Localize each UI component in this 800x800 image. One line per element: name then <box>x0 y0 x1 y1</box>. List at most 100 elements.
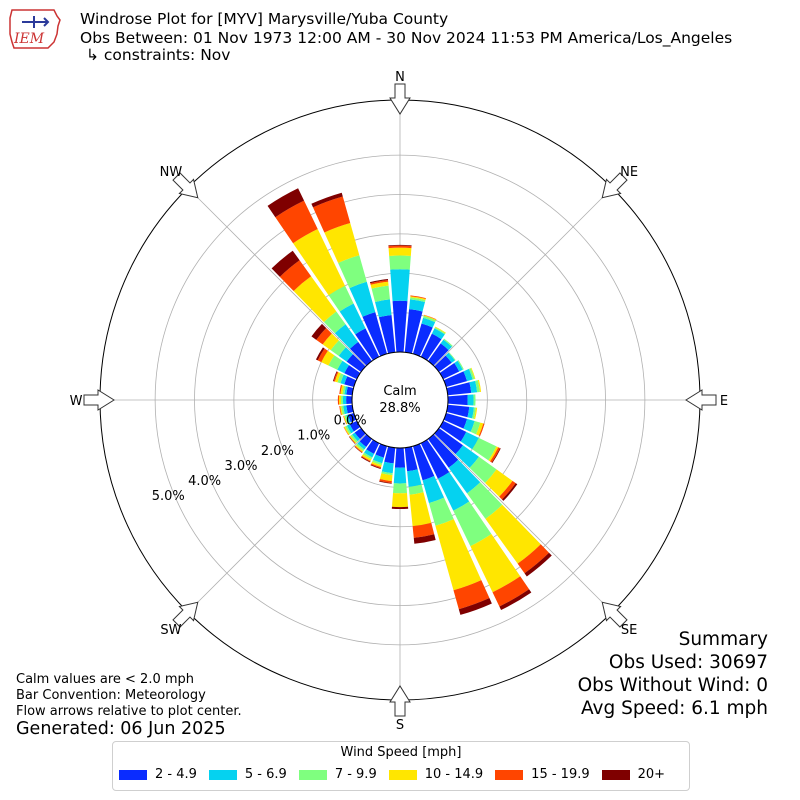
windrose-bar-segment <box>420 333 442 361</box>
windrose-bar-segment <box>434 327 446 335</box>
windrose-bar-segment <box>279 260 312 291</box>
windrose-bar-segment <box>275 200 318 244</box>
windrose-bar-segment <box>408 484 424 495</box>
direction-label: SE <box>621 623 637 638</box>
windrose-bar-segment <box>321 350 335 366</box>
legend-item: 2 - 4.9 <box>119 767 197 782</box>
summary-heading: Summary <box>678 629 768 650</box>
windrose-bar-segment <box>345 425 352 435</box>
legend-item: 15 - 19.9 <box>495 767 590 782</box>
windrose-bar-segment <box>330 340 346 356</box>
radial-tick-label: 3.0% <box>224 459 257 474</box>
windrose-bar-segment <box>370 281 389 289</box>
windrose-bar-segment <box>349 436 356 444</box>
legend-item: 10 - 14.9 <box>388 767 483 782</box>
windrose-bar-segment <box>379 478 392 484</box>
windrose-bar-segment <box>354 446 363 454</box>
windrose-bar-segment <box>371 285 390 302</box>
summary-obs-used: Obs Used: 30697 <box>608 652 768 673</box>
windrose-bar-segment <box>435 519 482 591</box>
windrose-bar-segment <box>344 415 350 424</box>
windrose-bar-segment <box>388 244 412 247</box>
windrose-bar-segment <box>337 395 340 405</box>
windrose-bar-segment <box>267 188 305 218</box>
windrose-bar-segment <box>340 395 344 405</box>
windrose-bar-segment <box>322 333 339 351</box>
windrose-bar-segment <box>346 386 354 396</box>
windrose-bar-segment <box>323 311 346 334</box>
windrose-bar-segment <box>311 192 343 208</box>
windrose-bar-segment <box>388 245 412 249</box>
windrose-bar-segment <box>354 445 363 453</box>
windrose-bar-segment <box>412 522 435 538</box>
windrose-bar-segment <box>428 434 459 468</box>
aircraft-icon <box>22 16 50 28</box>
windrose-bar-segment <box>469 456 497 484</box>
windrose-bar-segment <box>391 493 409 508</box>
windrose-bar-segment <box>446 404 470 418</box>
windrose-bar-segment <box>428 497 454 526</box>
iem-logo: IEM <box>9 9 61 49</box>
grid-spoke <box>433 433 613 613</box>
windrose-bar-segment <box>407 469 422 487</box>
legend-swatch <box>388 769 417 780</box>
chart-title: Windrose Plot for [MYV] Marysville/Yuba … <box>80 10 449 28</box>
windrose-bar-segment <box>422 476 445 504</box>
windrose-bar-segment <box>293 229 346 296</box>
generated-date: Generated: 06 Jun 2025 <box>16 719 226 739</box>
windrose-bar-segment <box>447 394 468 406</box>
windrose-bar-segment <box>343 415 347 425</box>
windrose-bar-segment <box>431 328 445 340</box>
legend-label: 2 - 4.9 <box>155 767 197 782</box>
windrose-bar-segment <box>311 323 327 340</box>
windrose-bar-segment <box>443 338 453 347</box>
windrose-bar-segment <box>410 297 426 302</box>
direction-label: SW <box>160 623 181 638</box>
legend-label: 5 - 6.9 <box>244 767 287 782</box>
windrose-bar-segment <box>338 347 353 362</box>
windrose-bar-segment <box>404 446 418 472</box>
windrose-bar-segment <box>434 326 446 334</box>
windrose-bar-segment <box>499 480 516 500</box>
windrose-bar-segment <box>342 385 346 395</box>
windrose-bar-segment <box>342 395 347 405</box>
obs-range: Obs Between: 01 Nov 1973 12:00 AM - 30 N… <box>80 29 733 47</box>
windrose-bar-segment <box>448 459 481 494</box>
windrose-bar-segment <box>473 394 476 406</box>
windrose-bar-segment <box>439 362 460 380</box>
grid-spoke <box>433 187 613 367</box>
windrose-bar-segment <box>340 374 348 385</box>
direction-arrow-icon <box>601 601 628 628</box>
windrose-bar-segment <box>348 436 356 444</box>
legend: Wind Speed [mph] 2 - 4.9 5 - 6.9 7 - 9.9 10… <box>112 741 690 791</box>
windrose-bar-segment <box>434 428 463 455</box>
windrose-bar-segment <box>372 454 384 464</box>
windrose-bar-segment <box>350 434 358 443</box>
windrose-bar-segment <box>339 303 366 335</box>
windrose-bar-segment <box>517 544 550 574</box>
direction-arrow-icon <box>389 83 411 115</box>
windrose-bar-segment <box>393 467 407 484</box>
direction-arrow-icon <box>172 601 199 628</box>
windrose-bar-segment <box>364 449 375 458</box>
windrose-bar-segment <box>446 382 472 396</box>
direction-label: S <box>396 718 404 733</box>
windrose-bar-segment <box>343 405 348 415</box>
windrose-bar-segment <box>460 431 479 450</box>
windrose-bar-segment <box>355 328 380 361</box>
windrose-bar-segment <box>381 461 394 474</box>
windrose-bar-segment <box>344 386 348 395</box>
summary-obs-without-wind: Obs Without Wind: 0 <box>577 675 768 696</box>
windrose-bar-segment <box>470 533 521 593</box>
windrose-bar-segment <box>340 385 344 395</box>
windrose-bar-segment <box>379 473 393 482</box>
direction-label: W <box>70 394 83 409</box>
summary-avg-speed: Avg Speed: 6.1 mph <box>580 698 768 719</box>
flow-arrows-note: Flow arrows relative to plot center. <box>16 704 242 719</box>
windrose-bar-segment <box>499 589 532 611</box>
windrose-bar-segment <box>439 420 467 442</box>
radial-tick-label: 4.0% <box>188 474 221 489</box>
windrose-bar-segment <box>469 380 478 393</box>
windrose-bar-segment <box>316 327 332 345</box>
